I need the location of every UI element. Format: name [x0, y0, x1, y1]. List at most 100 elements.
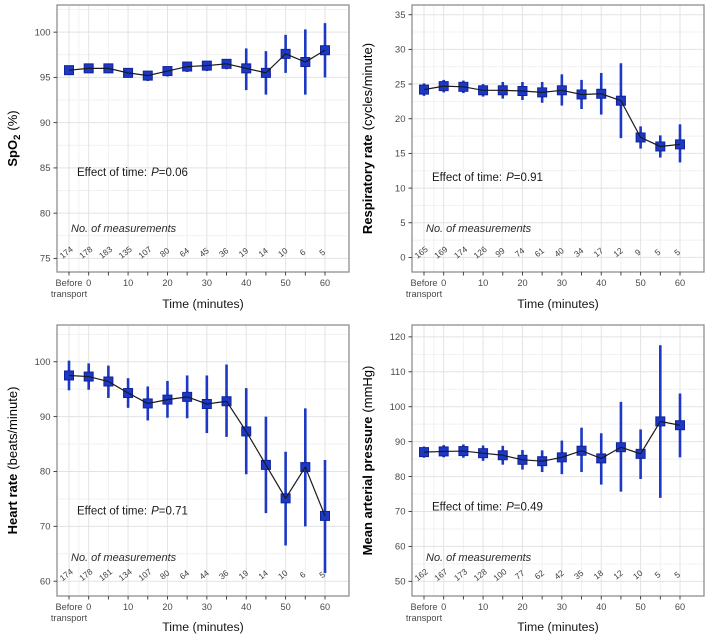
error-bars	[422, 63, 682, 163]
count-value: 5	[653, 569, 663, 580]
effect-of-time-annotation: Effect of time: P=0.91	[432, 172, 543, 184]
count-value: 80	[158, 245, 172, 259]
count-value: 165	[413, 244, 430, 261]
x-tick-label: 0	[441, 602, 446, 612]
measurements-label: No. of measurements	[426, 223, 532, 235]
count-value: 19	[237, 245, 251, 259]
y-tick-label: 90	[40, 412, 51, 423]
count-value: 9	[633, 247, 643, 258]
x-tick-label: 50	[635, 602, 645, 612]
y-tick-label: 85	[40, 163, 51, 174]
x-axis-title: Time (minutes)	[162, 620, 244, 634]
gridlines	[57, 5, 349, 272]
x-tick-label: transport	[51, 613, 88, 623]
count-value: 134	[117, 566, 134, 583]
y-tick-label: 70	[40, 522, 51, 533]
panel-heart-rate: 60 70 80 90 100 Before transport 0 10 20 30 40 50 60 T…	[0, 318, 355, 637]
x-tick-label: 20	[162, 278, 172, 288]
x-tick-label: 0	[441, 278, 446, 288]
gridlines	[57, 325, 349, 596]
y-tick-label: 120	[390, 332, 406, 343]
data-points	[64, 45, 330, 81]
count-value: 77	[513, 568, 527, 582]
x-tick-label: 40	[241, 278, 251, 288]
y-tick-label: 90	[395, 437, 406, 448]
count-value: 5	[317, 247, 327, 258]
y-tick-label: 100	[35, 357, 51, 368]
count-value: 18	[592, 568, 606, 582]
x-tick-label: 30	[202, 278, 212, 288]
y-tick-label: 75	[40, 254, 51, 265]
count-value: 36	[217, 245, 231, 259]
effect-of-time-annotation: Effect of time: P=0.49	[432, 502, 543, 514]
x-tick-label: 20	[162, 602, 172, 612]
x-tick-label: transport	[51, 289, 88, 299]
data-points	[419, 81, 685, 152]
count-value: 178	[77, 566, 94, 583]
y-tick-label: 95	[40, 73, 51, 84]
x-tick-label: 0	[86, 278, 91, 288]
count-value: 14	[256, 568, 270, 582]
count-value: 64	[178, 245, 192, 259]
count-value: 12	[611, 568, 625, 582]
x-axis-title: Time (minutes)	[517, 297, 599, 311]
y-axis-title: Mean arterial pressure(mmHg)	[360, 366, 375, 556]
count-value: 128	[472, 566, 489, 583]
series-line	[423, 85, 681, 148]
x-tick-label: 10	[478, 278, 488, 288]
x-tick-label: 50	[635, 278, 645, 288]
x-tick-label: transport	[406, 613, 443, 623]
x-tick-label: 30	[557, 278, 567, 288]
y-tick-label: 90	[40, 118, 51, 129]
count-value: 5	[317, 569, 327, 580]
panel-respiratory-rate: 0 5 10 15 20 25 30 35 Before transport 0 10 20 30 40 50…	[355, 0, 710, 318]
count-value: 5	[653, 247, 663, 258]
y-tick-label: 100	[35, 27, 51, 38]
series-line	[68, 374, 326, 517]
count-value: 10	[276, 568, 290, 582]
y-axis-title: Respiratory rate(cycles/minute)	[360, 43, 375, 234]
x-tick-label: Before	[55, 602, 82, 612]
count-value: 173	[452, 566, 469, 583]
x-tick-label: 40	[596, 602, 606, 612]
count-value: 42	[552, 568, 566, 582]
count-value: 167	[432, 566, 449, 583]
x-tick-label: 0	[86, 602, 91, 612]
count-value: 10	[276, 245, 290, 259]
y-tick-label: 80	[395, 472, 406, 483]
count-value: 107	[136, 566, 153, 583]
y-tick-label: 110	[390, 367, 405, 378]
count-value: 14	[256, 245, 270, 259]
y-axis-title: SpO2(%)	[5, 110, 23, 166]
error-bars	[422, 345, 682, 498]
count-value: 181	[97, 566, 114, 583]
x-tick-label: 20	[517, 602, 527, 612]
y-tick-label: 25	[395, 79, 406, 90]
y-tick-label: 10	[395, 183, 406, 194]
count-value: 174	[452, 244, 469, 261]
panel-mean-arterial-pressure: 50 60 70 80 90 100 110 120 Before transport 0 10 20 3…	[355, 318, 710, 637]
count-value: 100	[491, 566, 508, 583]
x-tick-label: 30	[557, 602, 567, 612]
x-tick-label: 60	[320, 278, 330, 288]
count-value: 126	[472, 244, 489, 261]
x-tick-label: Before	[55, 278, 82, 288]
x-tick-label: 60	[675, 278, 685, 288]
count-value: 35	[572, 568, 586, 582]
count-value: 6	[298, 247, 308, 258]
series-line	[423, 420, 681, 462]
count-value: 19	[237, 568, 251, 582]
count-value: 5	[672, 569, 682, 580]
x-tick-label: 10	[123, 602, 133, 612]
y-tick-label: 5	[400, 218, 405, 229]
y-tick-label: 0	[400, 253, 405, 264]
count-value: 6	[298, 569, 308, 580]
y-tick-label: 60	[395, 542, 406, 553]
panel-border	[56, 324, 350, 597]
measurements-label: No. of measurements	[71, 552, 177, 564]
